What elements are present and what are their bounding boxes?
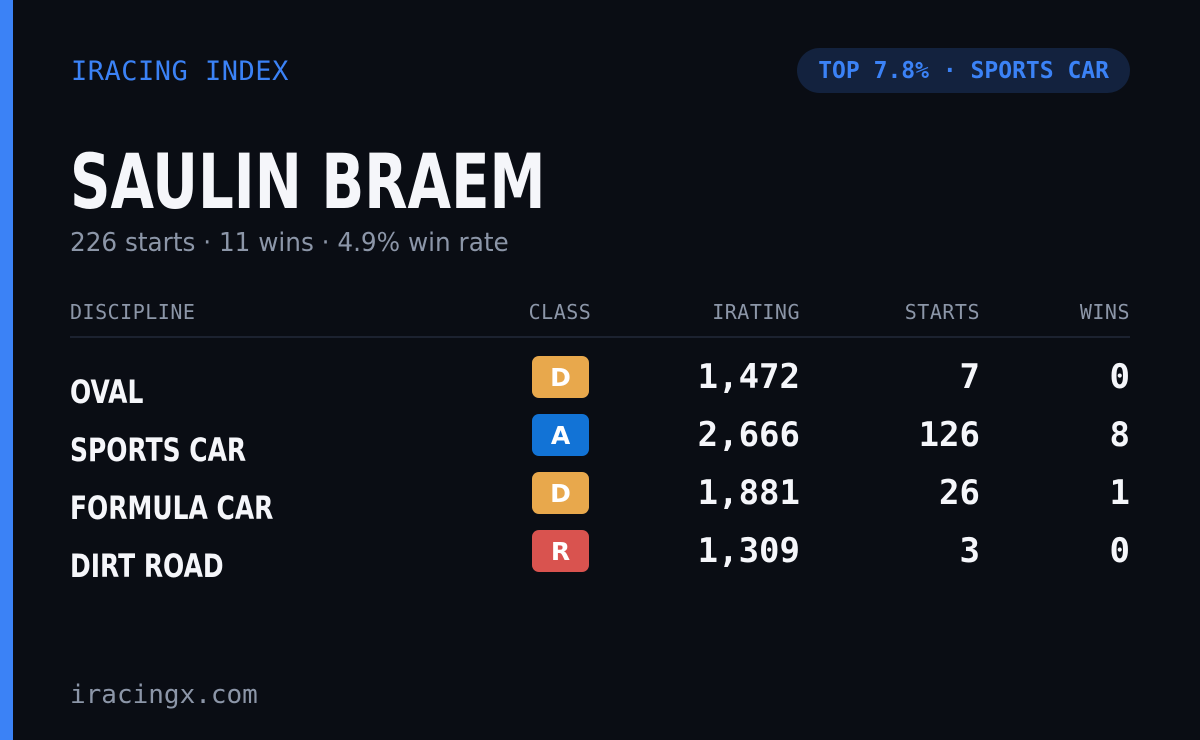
discipline-name: OVAL	[70, 373, 144, 411]
discipline-name: FORMULA CAR	[70, 489, 274, 527]
irating-value: 1,309	[697, 531, 800, 571]
starts-value: 7	[959, 357, 980, 397]
stats-table: DISCIPLINE CLASS IRATING STARTS WINS OVA…	[70, 290, 1130, 585]
table-row: DIRT ROAD R 1,309 3 0	[70, 526, 1130, 585]
discipline-name: DIRT ROAD	[70, 547, 224, 585]
column-header-class: CLASS	[528, 300, 592, 324]
column-header-wins: WINS	[1079, 300, 1130, 324]
brand-label: IRACING INDEX	[71, 56, 289, 87]
starts-value: 3	[959, 531, 980, 571]
driver-name: SAULIN BRAEM	[70, 137, 546, 226]
license-class-badge: A	[532, 414, 589, 456]
driver-summary: 226 starts · 11 wins · 4.9% win rate	[70, 228, 509, 258]
wins-value: 0	[1109, 357, 1130, 397]
site-link[interactable]: iracingx.com	[70, 680, 258, 710]
table-row: FORMULA CAR D 1,881 26 1	[70, 468, 1130, 527]
wins-value: 8	[1109, 415, 1130, 455]
wins-value: 0	[1109, 531, 1130, 571]
irating-value: 1,472	[697, 357, 800, 397]
table-body: OVAL D 1,472 7 0 SPORTS CAR A 2,666 126 …	[70, 338, 1130, 585]
accent-bar	[0, 0, 13, 740]
wins-value: 1	[1109, 473, 1130, 513]
irating-value: 1,881	[697, 473, 800, 513]
table-row: OVAL D 1,472 7 0	[70, 352, 1130, 411]
column-header-irating: IRATING	[712, 300, 800, 324]
discipline-name: SPORTS CAR	[70, 431, 247, 469]
rank-badge: TOP 7.8% · SPORTS CAR	[797, 48, 1130, 93]
table-header: DISCIPLINE CLASS IRATING STARTS WINS	[70, 290, 1130, 338]
license-class-badge: D	[532, 356, 589, 398]
starts-value: 126	[918, 415, 980, 455]
column-header-discipline: DISCIPLINE	[70, 300, 196, 324]
table-row: SPORTS CAR A 2,666 126 8	[70, 410, 1130, 469]
license-class-badge: D	[532, 472, 589, 514]
irating-value: 2,666	[697, 415, 800, 455]
rank-badge-text: TOP 7.8% · SPORTS CAR	[818, 57, 1109, 84]
column-header-starts: STARTS	[904, 300, 980, 324]
license-class-badge: R	[532, 530, 589, 572]
starts-value: 26	[939, 473, 980, 513]
